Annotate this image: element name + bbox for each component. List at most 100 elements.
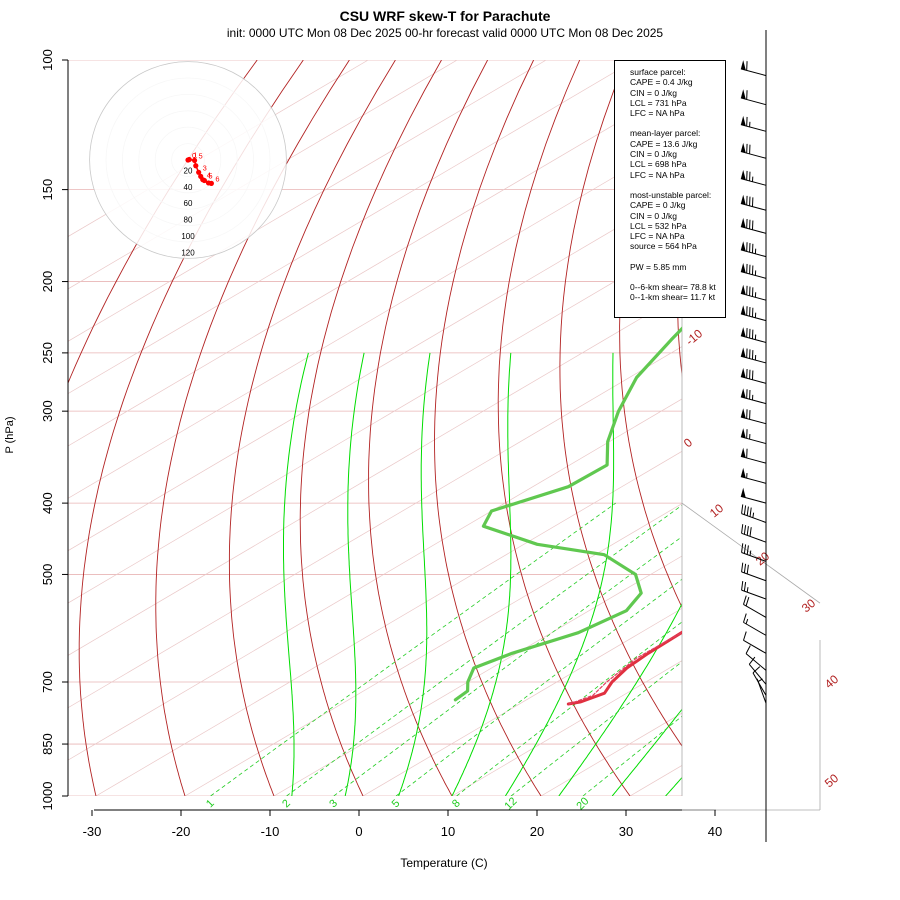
isotherm-line	[68, 189, 682, 552]
wind-barb	[740, 467, 767, 484]
dry-adiabat	[559, 60, 682, 747]
wind-barb	[740, 447, 767, 464]
wind-barb-staff	[740, 455, 767, 464]
wind-barb-staff	[740, 292, 767, 301]
isotherm-line	[808, 60, 900, 796]
mixing-ratio-label: 2	[280, 797, 293, 810]
pressure-tick-label: 150	[40, 179, 55, 201]
wind-barb	[740, 367, 767, 384]
wind-barbs	[740, 30, 767, 842]
mean-layer-lcl: LCL = 698 hPa	[630, 159, 687, 170]
mixing-ratio-line	[510, 661, 682, 796]
isotherm-line	[184, 503, 682, 796]
temperature-tick-label: -10	[261, 824, 280, 839]
wind-barb	[740, 194, 767, 211]
profiles	[453, 326, 682, 706]
isotherm-label: 10	[707, 501, 726, 521]
pressure-tick-label: 700	[40, 671, 55, 693]
dry-adiabat	[734, 60, 900, 799]
hodograph-point	[191, 157, 198, 164]
wind-barb	[741, 543, 767, 562]
wind-barb-flag	[740, 262, 746, 273]
isotherm-line	[68, 398, 682, 761]
temperature-tick-label: 30	[619, 824, 633, 839]
wind-barb-staff	[741, 589, 767, 600]
precipitable-water: PW = 5.85 mm	[630, 262, 725, 272]
wind-barb-half	[749, 550, 752, 556]
moist-adiabat	[504, 352, 615, 796]
wind-barb-full	[743, 631, 747, 641]
wind-barb-flag	[740, 408, 746, 419]
temperature-tick-label: 20	[530, 824, 544, 839]
wind-barb-staff	[740, 249, 767, 258]
hodograph-ring-label: 20	[184, 166, 193, 175]
wind-barb	[740, 89, 767, 106]
mixing-ratio-label: 1	[204, 797, 217, 810]
most-unstable-cape: CAPE = 0 J/kg	[630, 200, 686, 211]
dry-adiabat	[788, 60, 900, 799]
wind-barb-full	[746, 526, 749, 536]
chart-subtitle: init: 0000 UTC Mon 08 Dec 2025 00-hr for…	[227, 26, 664, 40]
wind-barb-staff	[756, 678, 767, 704]
wind-barb-full	[748, 656, 756, 665]
isotherm-line	[95, 450, 682, 796]
wind-barb-staff	[740, 476, 767, 484]
wind-barb-staff	[740, 313, 767, 322]
temperature-profile	[566, 630, 682, 706]
mixing-ratio-label: 8	[450, 797, 463, 810]
wind-barb-flag	[740, 467, 746, 478]
wind-barb	[741, 580, 767, 600]
wind-barb-full	[743, 613, 747, 623]
wind-barb-flag	[740, 217, 746, 228]
surface-lfc: LFC = NA hPa	[630, 108, 685, 119]
wind-barb-flag	[740, 241, 746, 252]
wind-barb	[740, 408, 767, 425]
wind-barb-full	[743, 563, 747, 573]
wind-barb-staff	[745, 653, 767, 671]
wind-barb-full	[741, 580, 744, 591]
wind-barb-full	[743, 581, 747, 592]
x-axis-label: Temperature (C)	[400, 856, 487, 870]
wind-barb-full	[743, 525, 747, 535]
wind-barb-flag	[740, 142, 746, 153]
y-axis-label: P (hPa)	[4, 416, 16, 453]
wind-barb-staff	[741, 571, 767, 582]
shear-0-6km: 0--6-km shear= 78.8 kt	[630, 282, 716, 293]
mean-layer-heading: mean-layer parcel:	[630, 128, 701, 139]
wind-barb-full	[749, 507, 752, 517]
wind-barb	[740, 262, 767, 279]
wind-barb-full	[749, 527, 752, 537]
wind-barb-flag	[740, 447, 746, 458]
isotherm-label: -10	[683, 326, 706, 348]
dry-adiabat	[434, 60, 542, 796]
dry-adiabat	[368, 60, 488, 796]
isotherm-line	[719, 60, 900, 796]
plot-area	[68, 60, 900, 799]
wind-barb	[740, 284, 767, 301]
hodograph-point-label: 5	[208, 172, 212, 181]
wind-barb	[740, 142, 767, 159]
surface-parcel-block: surface parcel: CAPE = 0.4 J/kg CIN = 0 …	[630, 67, 725, 118]
temperature-tick-label: -20	[172, 824, 191, 839]
wind-barb-flag	[740, 115, 746, 126]
wind-barb	[756, 678, 767, 704]
wind-barb	[740, 241, 767, 258]
profile-layer	[453, 326, 682, 706]
mean-layer-lfc: LFC = NA hPa	[630, 169, 685, 180]
wind-barb	[740, 305, 767, 322]
pressure-tick-label: 850	[40, 733, 55, 755]
wind-barb	[743, 613, 767, 636]
wind-barb-full	[745, 596, 750, 607]
most-unstable-lfc: LFC = NA hPa	[630, 231, 685, 242]
wind-barb-flag	[740, 428, 746, 439]
wind-barb-flag	[740, 194, 746, 205]
pressure-tick-label: 100	[40, 49, 55, 71]
pw-value: PW = 5.85 mm	[630, 261, 687, 272]
mixing-ratio-line	[286, 504, 682, 796]
hodograph-ring-label: 40	[184, 183, 193, 192]
moist-adiabat	[451, 352, 512, 796]
hodograph-point	[196, 169, 202, 175]
hodograph-point	[186, 156, 192, 163]
